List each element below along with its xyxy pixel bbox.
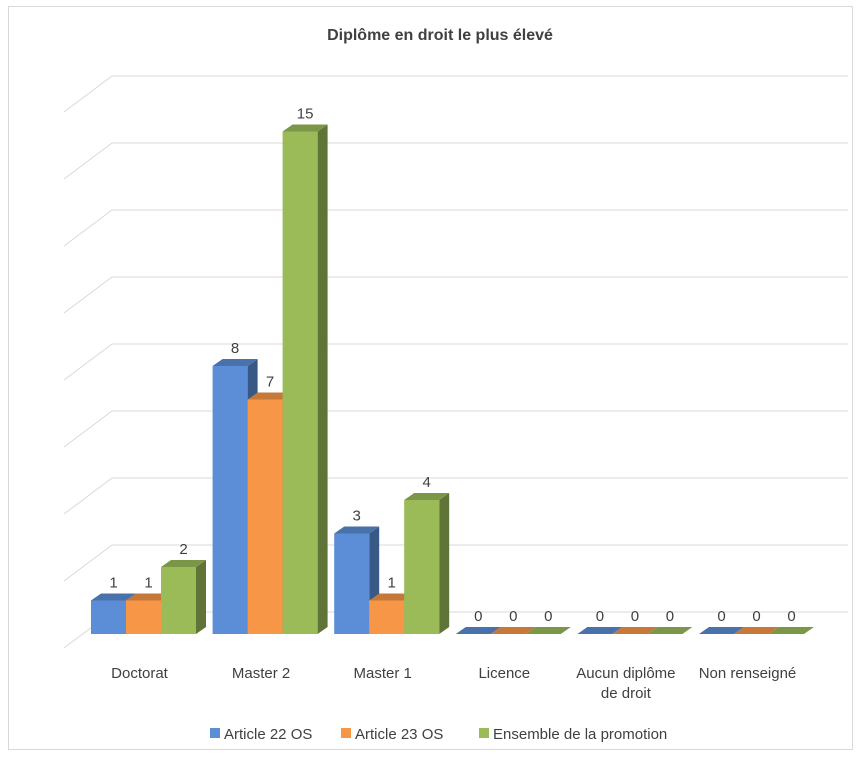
legend-entry: Ensemble de la promotion	[479, 726, 667, 743]
data-label: 1	[109, 575, 117, 592]
bar-front	[126, 600, 161, 634]
bar-top	[247, 392, 293, 400]
legend-swatch	[210, 728, 220, 738]
bar	[404, 493, 450, 634]
data-label: 0	[787, 608, 795, 625]
legend-entry: Article 23 OS	[341, 726, 443, 743]
bar-side	[439, 493, 450, 634]
gridline	[63, 276, 848, 314]
legend-label: Article 22 OS	[224, 726, 312, 743]
gridline	[63, 209, 848, 247]
bar	[455, 627, 501, 634]
data-label: 0	[544, 608, 552, 625]
category-label: Master 2	[232, 665, 290, 682]
chart-title: Diplôme en droit le plus élevé	[327, 27, 553, 44]
bar	[734, 627, 779, 634]
bar-front	[282, 131, 318, 634]
bar	[647, 627, 693, 634]
gridlines	[63, 75, 848, 649]
legend: Article 22 OS Article 23 OS Ensemble de la…	[210, 726, 667, 743]
bar	[612, 627, 658, 634]
data-label: 1	[388, 575, 396, 592]
data-label: 0	[666, 608, 674, 625]
bar-top	[734, 627, 779, 634]
legend-swatch	[341, 728, 351, 738]
bar-top	[369, 593, 415, 601]
data-label: 7	[266, 374, 274, 391]
bar-front	[334, 533, 370, 634]
data-label: 15	[297, 106, 314, 123]
bar-top	[490, 627, 536, 634]
category-label: Master 1	[354, 665, 412, 682]
data-label: 3	[353, 508, 361, 525]
bar	[699, 627, 744, 634]
legend-swatch	[479, 728, 489, 738]
bar-top	[577, 627, 623, 634]
legend-label: Article 23 OS	[355, 726, 443, 743]
bar-front	[369, 600, 405, 634]
data-label: 1	[144, 575, 152, 592]
data-label: 0	[474, 608, 482, 625]
bar-side	[196, 560, 206, 634]
bar-top	[126, 593, 171, 601]
bar-top	[161, 560, 206, 567]
bar-top	[455, 627, 501, 634]
data-label: 0	[596, 608, 604, 625]
bar	[769, 627, 814, 634]
bar-front	[161, 567, 196, 634]
bar	[334, 526, 380, 634]
category-label: Doctorat	[111, 665, 169, 682]
bar	[577, 627, 623, 634]
category-labels: Doctorat Master 2 Master 1 Licence Aucun dip…	[111, 665, 796, 702]
bar-top	[525, 627, 571, 634]
bars	[91, 124, 814, 634]
legend-entry: Article 22 OS	[210, 726, 312, 743]
bar-top	[282, 124, 328, 132]
legend-label: Ensemble de la promotion	[493, 726, 667, 743]
bar-top	[212, 359, 258, 366]
gridline	[63, 544, 848, 582]
bar-front	[247, 399, 283, 634]
data-label: 0	[752, 608, 760, 625]
gridline	[63, 477, 848, 515]
data-label: 0	[717, 608, 725, 625]
gridline	[63, 343, 848, 381]
bar	[525, 627, 571, 634]
data-labels: 1 1 2 8 7 15 3 1 4 0 0 0 0 0 0 0 0 0	[109, 106, 795, 626]
bar	[282, 124, 328, 634]
bar-top	[769, 627, 814, 634]
data-label: 0	[509, 608, 517, 625]
bar-side	[317, 124, 328, 634]
bar-front	[91, 600, 126, 634]
data-label: 4	[423, 474, 431, 491]
bar-front	[404, 500, 440, 634]
gridline	[63, 142, 848, 180]
data-label: 8	[231, 340, 239, 357]
bar-top	[647, 627, 693, 634]
bar	[490, 627, 536, 634]
bar-front	[212, 366, 248, 634]
gridline	[63, 410, 848, 448]
gridline	[63, 75, 848, 113]
bar-top	[404, 493, 450, 500]
bar-top	[91, 593, 136, 601]
bar	[161, 560, 206, 634]
bar-top	[612, 627, 658, 634]
category-label: Licence	[478, 665, 530, 682]
data-label: 0	[631, 608, 639, 625]
data-label: 2	[179, 541, 187, 558]
bar-top	[334, 526, 380, 534]
bar-top	[699, 627, 744, 634]
category-label: Aucun diplôme de droit	[576, 665, 675, 702]
category-label: Non renseigné	[699, 665, 797, 682]
